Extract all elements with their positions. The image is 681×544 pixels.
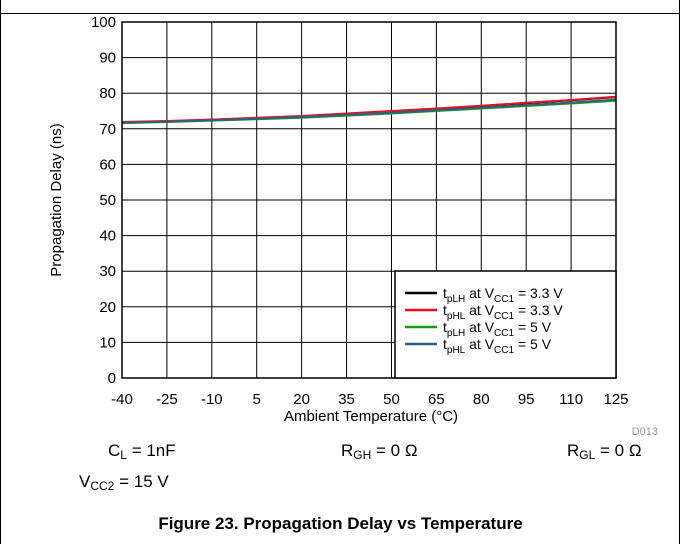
load-capacitance-condition: CL = 1nF xyxy=(108,441,176,462)
x-tick-label: 80 xyxy=(473,391,490,408)
x-tick-label: 35 xyxy=(338,391,355,408)
x-tick-label: 5 xyxy=(253,391,261,408)
x-tick-label: 65 xyxy=(428,391,445,408)
series-line-2 xyxy=(121,95,617,123)
x-tick-label: -25 xyxy=(156,391,178,408)
y-axis-label: Propagation Delay (ns) xyxy=(48,123,65,276)
legend-box xyxy=(394,270,617,379)
x-tick-labels: -40 -25 -10 5 20 35 50 65 80 95 110 125 xyxy=(111,391,628,408)
y-tick-label: 20 xyxy=(99,299,116,316)
propagation-delay-chart: 0 10 20 30 40 50 60 70 80 90 100 -40 -25 -10 5 20 35 50 6… xyxy=(48,14,658,438)
x-tick-label: -10 xyxy=(201,391,223,408)
y-tick-labels: 0 10 20 30 40 50 60 70 80 90 100 xyxy=(91,14,116,387)
legend-label: tpHL at VCC1 = 3.3 V xyxy=(443,302,563,322)
y-tick-label: 10 xyxy=(99,334,116,351)
y-tick-label: 50 xyxy=(99,192,116,209)
y-tick-label: 70 xyxy=(99,121,116,138)
plot-border xyxy=(121,21,617,379)
y-tick-label: 0 xyxy=(108,370,116,387)
y-tick-label: 30 xyxy=(99,263,116,280)
y-tick-label: 40 xyxy=(99,228,116,245)
figure-id-label: D013 xyxy=(632,426,658,438)
y-tick-label: 80 xyxy=(99,85,116,102)
x-tick-label: 50 xyxy=(383,391,400,408)
legend-label: tpLH at VCC1 = 3.3 V xyxy=(443,285,563,305)
legend-label: tpHL at VCC1 = 5 V xyxy=(443,336,552,356)
gate-low-resistance-condition: RGL = 0 Ω xyxy=(567,441,642,462)
y-tick-label: 90 xyxy=(99,50,116,67)
gate-high-resistance-condition: RGH = 0 Ω xyxy=(341,441,418,462)
frame-top-border xyxy=(0,13,680,14)
figure-caption: Figure 23. Propagation Delay vs Temperat… xyxy=(158,514,523,533)
x-axis-label: Ambient Temperature (°C) xyxy=(284,408,458,425)
x-tick-label: -40 xyxy=(111,391,133,408)
series-line-4 xyxy=(121,98,617,124)
x-tick-label: 125 xyxy=(603,391,628,408)
series-lines xyxy=(121,95,617,125)
legend-label: tpLH at VCC1 = 5 V xyxy=(443,319,552,339)
x-tick-label: 95 xyxy=(518,391,535,408)
x-tick-label: 20 xyxy=(293,391,310,408)
frame-left-border xyxy=(0,0,1,544)
y-tick-label: 100 xyxy=(91,14,116,31)
frame-right-border xyxy=(679,0,680,544)
vcc2-condition: VCC2 = 15 V xyxy=(79,472,169,493)
y-tick-label: 60 xyxy=(99,156,116,173)
x-tick-label: 110 xyxy=(559,391,583,408)
